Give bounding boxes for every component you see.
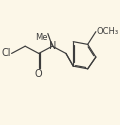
Text: OCH₃: OCH₃ <box>97 27 119 36</box>
Text: Me: Me <box>35 33 48 42</box>
Text: O: O <box>35 69 43 79</box>
Text: Cl: Cl <box>1 48 11 58</box>
Text: N: N <box>49 41 56 51</box>
